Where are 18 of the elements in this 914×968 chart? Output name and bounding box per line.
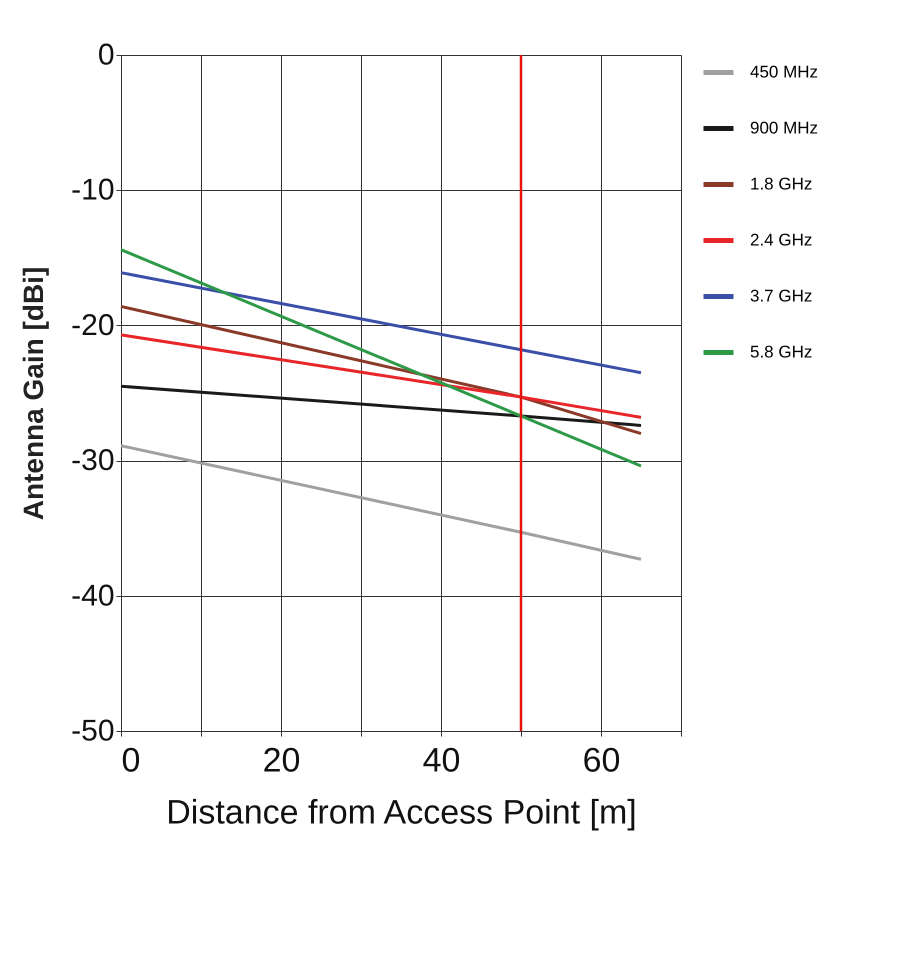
x-axis-title: Distance from Access Point [m] [166,794,637,832]
y-tick-label: -30 [71,444,114,478]
y-tick-label: -50 [71,714,114,748]
x-tick-label: 20 [262,742,300,780]
legend-label: 450 MHz [750,62,818,82]
legend-label: 5.8 GHz [750,342,812,362]
legend-label: 1.8 GHz [750,174,812,194]
y-tick-label: 0 [98,38,114,72]
legend-label: 900 MHz [750,118,818,138]
y-tick-label: -10 [71,174,114,207]
legend-label: 3.7 GHz [750,286,812,306]
y-tick-label: -40 [71,579,114,612]
x-tick-label: 0 [122,742,140,780]
y-axis-title: Antenna Gain [dBi] [18,266,50,520]
legend-label: 2.4 GHz [750,230,812,250]
y-tick-label: -20 [71,308,114,342]
x-tick-label: 60 [582,742,620,780]
x-tick-label: 40 [422,742,460,780]
